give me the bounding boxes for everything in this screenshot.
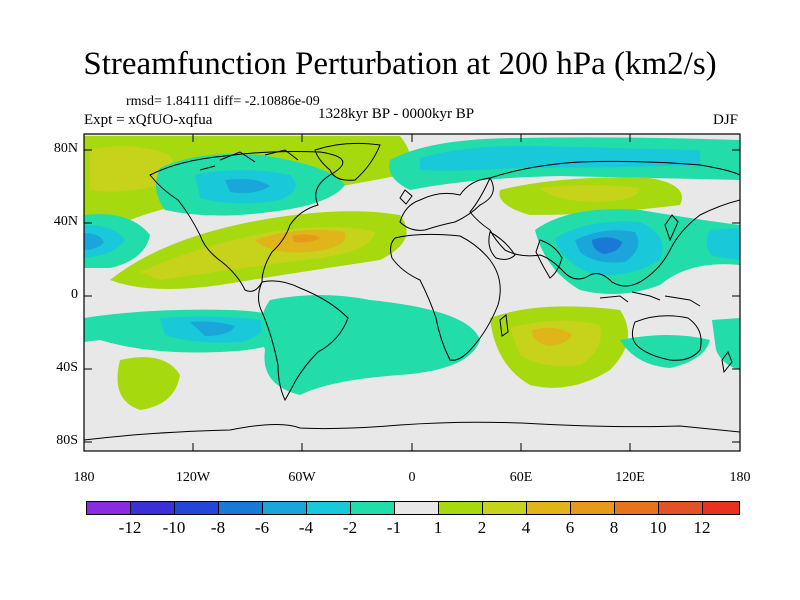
- season-label: DJF: [712, 112, 738, 128]
- coast-arctic-islands: [199, 149, 299, 171]
- lon-ticks: [83, 134, 631, 451]
- contour-east-asia-negative-core: [592, 237, 622, 254]
- colorbar-label: 2: [477, 518, 487, 537]
- colorbar-label: -4: [298, 518, 314, 537]
- contour-east-edge-negative: [712, 318, 740, 370]
- colorbar-label: 6: [565, 518, 575, 537]
- period-label: 1328kyr BP - 0000kyr BP: [318, 106, 475, 122]
- map-title: Streamfunction Perturbation at 200 hPa (…: [83, 46, 717, 82]
- experiment-label: Expt = xQfUO-xqfua: [84, 112, 213, 128]
- lon-label-60w: 60W: [288, 470, 316, 485]
- contour-east-pacific-negative: [706, 228, 740, 260]
- lon-label-120e: 120E: [615, 470, 645, 485]
- contour-arctic-positive-inner: [90, 146, 174, 192]
- colorbar-label: -2: [342, 518, 358, 537]
- lon-label-0: 0: [408, 470, 416, 485]
- colorbar-box: [262, 501, 307, 515]
- colorbar-box: [526, 501, 571, 515]
- coast-indonesia: [599, 291, 701, 307]
- contour-namerica-negative-core: [225, 178, 270, 194]
- colorbar-label: 4: [521, 518, 531, 537]
- colorbar-box: [174, 501, 219, 515]
- coast-arabia: [488, 231, 516, 260]
- contour-south-pacific-positive: [117, 357, 180, 410]
- contour-field: [84, 134, 740, 451]
- coast-india: [535, 239, 563, 279]
- colorbar-box: [350, 501, 395, 515]
- coast-greenland: [314, 142, 381, 181]
- lon-label-180e: 180: [729, 470, 751, 485]
- colorbar-box: [614, 501, 659, 515]
- coast-japan: [664, 214, 679, 242]
- colorbar-label: -6: [254, 518, 270, 537]
- colorbar-label: 10: [649, 518, 667, 537]
- coastlines: [84, 142, 740, 441]
- lat-label-80s: 80S: [56, 433, 78, 448]
- stats-text: rmsd= 1.84111 diff= -2.10886e-09: [126, 94, 320, 109]
- colorbar-label: 1: [433, 518, 443, 537]
- contour-west-pacific-negative-inner: [84, 225, 125, 258]
- coast-north-america: [149, 151, 344, 292]
- colorbar-label: -8: [210, 518, 226, 537]
- colorbar-box: [570, 501, 615, 515]
- colorbar-box: [702, 501, 740, 515]
- contour-south-atlantic-negative: [261, 295, 480, 395]
- colorbar-box: [482, 501, 527, 515]
- colorbar-box: [658, 501, 703, 515]
- lat-ticks: [84, 149, 740, 443]
- colorbar-box: [306, 501, 351, 515]
- colorbar-label: -1: [386, 518, 402, 537]
- coast-asia: [469, 160, 740, 287]
- contour-eurasia-north-negative-inner: [420, 145, 700, 171]
- coast-australia: [631, 315, 702, 361]
- contour-south-pacific-negative-core: [190, 321, 235, 336]
- coast-africa: [390, 233, 501, 361]
- contour-atlantic-positive-core: [292, 234, 320, 243]
- coast-new-zealand: [721, 350, 733, 374]
- lat-label-80n: 80N: [53, 141, 78, 156]
- colorbar-label: -12: [118, 518, 142, 537]
- colorbar-box: [130, 501, 175, 515]
- colorbar-box: [218, 501, 263, 515]
- coast-europe: [399, 177, 494, 231]
- colorbar-label: 8: [609, 518, 619, 537]
- coast-madagascar: [499, 314, 509, 337]
- colorbar-box: [86, 501, 131, 515]
- lat-label-40n: 40N: [53, 214, 78, 229]
- lat-label-0: 0: [71, 287, 78, 302]
- lon-label-120w: 120W: [175, 470, 211, 485]
- lon-label-60e: 60E: [509, 470, 533, 485]
- contour-indian-positive-core: [532, 327, 572, 346]
- coast-antarctica: [84, 421, 740, 441]
- colorbar-box: [394, 501, 439, 515]
- contour-australia-negative: [620, 335, 710, 368]
- lat-label-40s: 40S: [56, 360, 78, 375]
- colorbar-box: [438, 501, 483, 515]
- colorbar-label: 12: [693, 518, 711, 537]
- contour-asia-positive-inner: [540, 185, 640, 202]
- contour-west-pacific-negative-core: [84, 233, 104, 250]
- lon-label-180w: 180: [73, 470, 95, 485]
- coast-british-isles: [399, 189, 413, 205]
- colorbar-label: -10: [162, 518, 186, 537]
- coast-south-america: [258, 280, 349, 402]
